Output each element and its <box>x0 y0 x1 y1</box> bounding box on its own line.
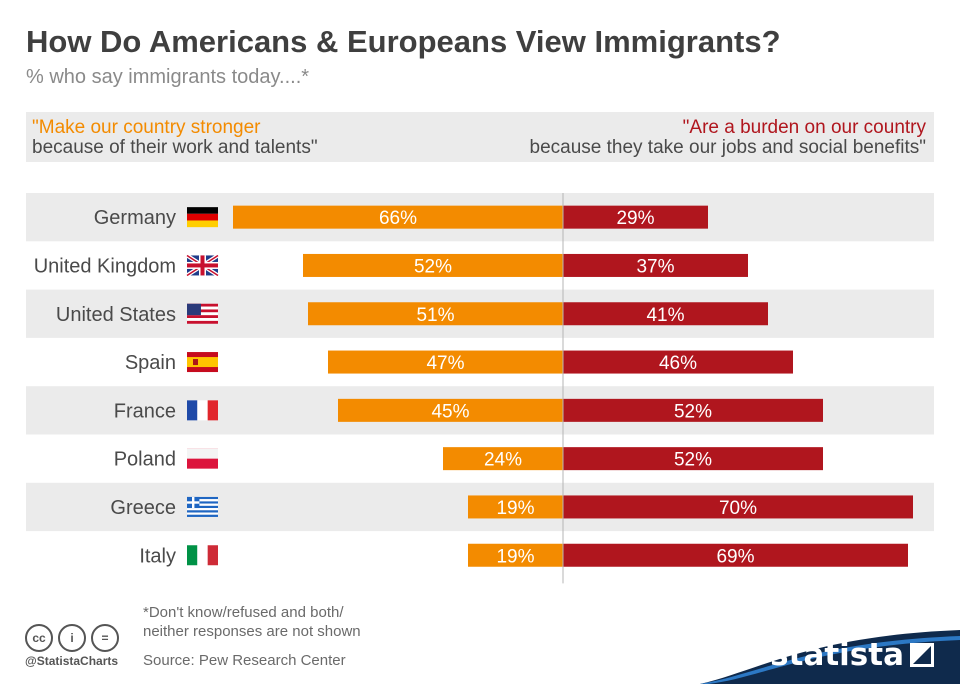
diverging-bar-chart: Germany 66% 29% United Kingdom 52% 37% United … <box>26 193 934 584</box>
us-flag <box>187 303 218 324</box>
bar-stronger <box>303 253 563 277</box>
footnote-line1: *Don't know/refused and both/ <box>143 604 344 621</box>
italy-flag <box>187 545 218 566</box>
legend-burden-line2: because they take our jobs and social be… <box>529 137 927 158</box>
bar-stronger-label: 24% <box>484 450 522 471</box>
legend-stronger-line2: because of their work and talents" <box>32 137 318 158</box>
country-label: Italy <box>139 545 176 567</box>
bar-burden <box>563 302 768 326</box>
footnote-line2: neither responses are not shown <box>143 623 361 640</box>
bar-stronger-label: 19% <box>496 546 534 567</box>
source-note: Source: Pew Research Center <box>143 652 346 669</box>
bar-stronger-label: 51% <box>416 305 454 326</box>
bar-stronger <box>468 495 563 519</box>
bar-burden <box>563 543 908 567</box>
bar-stronger-label: 52% <box>414 256 452 277</box>
creative-commons-icon: cc <box>25 624 53 652</box>
poland-flag <box>187 448 218 469</box>
uk-flag <box>185 253 220 278</box>
germany-flag <box>187 207 218 228</box>
footnote: *Don't know/refused and both/ neither re… <box>143 603 361 641</box>
twitter-handle: @StatistaCharts <box>25 654 119 668</box>
bar-burden-label: 70% <box>719 498 757 519</box>
legend-stronger: "Make our country stronger because of th… <box>32 118 318 158</box>
bar-stronger <box>468 543 563 567</box>
statista-logo-icon <box>910 643 934 667</box>
greece-flag <box>187 496 218 517</box>
france-flag <box>187 400 218 421</box>
bar-burden <box>563 495 913 519</box>
legend-burden-line1: "Are a burden on our country <box>682 117 926 138</box>
attribution-icon: i <box>58 624 86 652</box>
legend-stronger-line1: "Make our country stronger <box>32 117 261 138</box>
bar-burden <box>563 350 793 374</box>
bar-stronger <box>308 302 563 326</box>
brand-wordmark: statista <box>770 637 904 673</box>
chart-title: How Do Americans & Europeans View Immigr… <box>26 24 781 59</box>
bar-stronger-label: 19% <box>496 498 534 519</box>
bar-burden <box>563 205 708 229</box>
bar-stronger <box>338 398 563 422</box>
bar-stronger <box>233 205 563 229</box>
country-label: Poland <box>114 449 176 471</box>
country-label: Greece <box>110 497 176 519</box>
chart-subtitle: % who say immigrants today....* <box>26 66 310 88</box>
spain-flag <box>187 352 218 373</box>
country-label: France <box>114 400 176 422</box>
bar-burden-label: 46% <box>659 353 697 374</box>
bar-stronger-label: 66% <box>379 208 417 229</box>
bar-burden-label: 29% <box>616 208 654 229</box>
bar-burden-label: 69% <box>716 546 754 567</box>
legend-burden: "Are a burden on our country because the… <box>530 118 927 158</box>
bar-burden <box>563 447 823 471</box>
bar-burden-label: 52% <box>674 450 712 471</box>
bar-burden-label: 41% <box>646 305 684 326</box>
no-derivatives-icon: = <box>91 624 119 652</box>
brand-banner <box>700 630 960 684</box>
bar-stronger-label: 45% <box>431 401 469 422</box>
country-label: Spain <box>125 352 176 374</box>
bar-stronger <box>328 350 563 374</box>
bar-burden <box>563 398 823 422</box>
bar-burden-label: 37% <box>636 256 674 277</box>
bar-burden-label: 52% <box>674 401 712 422</box>
country-label: United Kingdom <box>34 255 176 277</box>
bar-stronger-label: 47% <box>426 353 464 374</box>
legend-band: "Make our country stronger because of th… <box>26 112 934 162</box>
country-label: Germany <box>94 207 176 229</box>
country-label: United States <box>56 304 176 326</box>
bar-stronger <box>443 447 563 471</box>
license-icons: cc i = <box>25 624 124 652</box>
bar-burden <box>563 253 748 277</box>
